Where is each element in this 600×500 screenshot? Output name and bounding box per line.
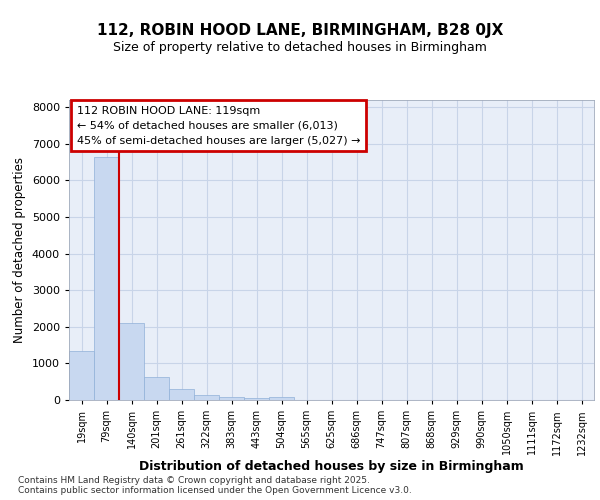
Text: 112 ROBIN HOOD LANE: 119sqm
← 54% of detached houses are smaller (6,013)
45% of : 112 ROBIN HOOD LANE: 119sqm ← 54% of det… xyxy=(77,106,361,146)
Text: Contains HM Land Registry data © Crown copyright and database right 2025.
Contai: Contains HM Land Registry data © Crown c… xyxy=(18,476,412,495)
Bar xyxy=(219,397,244,400)
Bar xyxy=(119,323,144,400)
Bar xyxy=(169,388,194,400)
Bar xyxy=(244,398,269,400)
Y-axis label: Number of detached properties: Number of detached properties xyxy=(13,157,26,343)
Bar xyxy=(269,398,294,400)
Bar xyxy=(94,156,119,400)
Text: 112, ROBIN HOOD LANE, BIRMINGHAM, B28 0JX: 112, ROBIN HOOD LANE, BIRMINGHAM, B28 0J… xyxy=(97,22,503,38)
Bar xyxy=(144,376,169,400)
Bar xyxy=(194,395,219,400)
Text: Size of property relative to detached houses in Birmingham: Size of property relative to detached ho… xyxy=(113,41,487,54)
X-axis label: Distribution of detached houses by size in Birmingham: Distribution of detached houses by size … xyxy=(139,460,524,473)
Bar xyxy=(69,352,94,400)
